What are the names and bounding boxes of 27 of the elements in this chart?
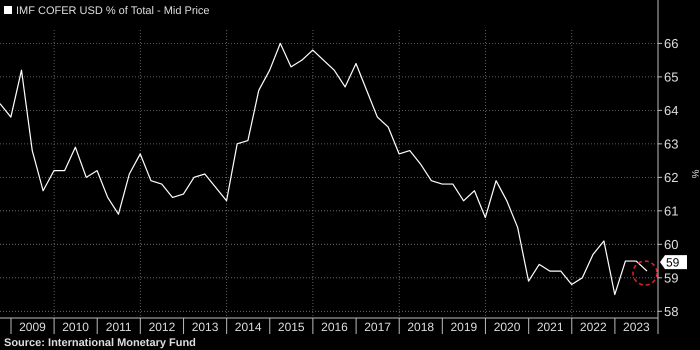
- x-tick-label: 2020: [494, 320, 521, 334]
- legend-label: IMF COFER USD % of Total - Mid Price: [16, 5, 210, 17]
- y-tick-label: 62: [664, 170, 678, 185]
- y-axis-title: %: [689, 170, 700, 179]
- x-tick-label: 2021: [536, 320, 564, 334]
- x-tick-label: 2023: [623, 320, 650, 334]
- x-tick-label: 2019: [450, 320, 478, 334]
- x-tick-label: 2009: [19, 320, 46, 334]
- y-tick-label: 66: [664, 36, 678, 51]
- y-tick-label: 65: [664, 69, 678, 84]
- x-tick-label: 2022: [580, 320, 607, 334]
- x-tick-label: 2018: [407, 320, 434, 334]
- x-tick-label: 2013: [192, 320, 219, 334]
- y-tick-label: 59: [664, 270, 678, 286]
- x-tick-label: 2017: [364, 320, 392, 334]
- x-tick-label: 2011: [106, 320, 132, 334]
- x-tick-label: 2012: [148, 320, 176, 334]
- x-tick-label: 2014: [234, 320, 262, 334]
- source-note: Source: International Monetary Fund: [4, 337, 196, 349]
- x-tick-label: 2016: [321, 320, 348, 334]
- x-tick-label: 2010: [62, 320, 90, 334]
- y-tick-label: 61: [664, 203, 678, 218]
- y-tick-label: 64: [664, 102, 678, 118]
- x-tick-label: 2015: [278, 320, 305, 334]
- y-tick-label: 60: [664, 236, 678, 252]
- y-tick-label: 58: [664, 304, 678, 319]
- y-tick-label: 63: [664, 136, 678, 152]
